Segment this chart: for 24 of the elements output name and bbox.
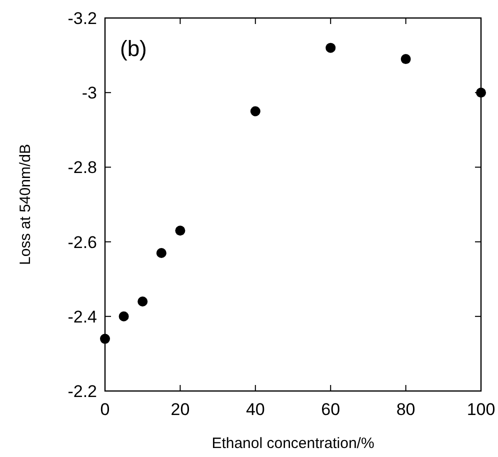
- point: [156, 248, 166, 258]
- x-tick-label: 0: [100, 400, 110, 419]
- y-tick-label: -3: [82, 84, 97, 103]
- annotation: (b): [120, 36, 147, 61]
- point: [175, 226, 186, 236]
- y-tick-label: -2.8: [68, 158, 97, 178]
- y-tick-label: -3.2: [68, 8, 97, 28]
- point: [100, 334, 110, 344]
- y-tick-label: -2.4: [68, 307, 97, 326]
- x-tick-label: 60: [321, 400, 340, 419]
- point: [326, 42, 336, 53]
- x-tick-label: 80: [396, 400, 416, 419]
- x-tick-label: 100: [466, 400, 496, 419]
- point: [476, 88, 486, 98]
- y-tick-label: -2.2: [68, 382, 97, 401]
- x-tick-label: 40: [246, 400, 265, 419]
- point: [138, 296, 148, 306]
- x-tick-label: 20: [170, 400, 190, 419]
- point: [118, 311, 129, 322]
- y-tick-label: -2.6: [68, 232, 97, 252]
- x-axis-title: Ethanol concentration/%: [212, 435, 374, 452]
- y-axis-title: Loss at 540nm/dB: [17, 144, 34, 265]
- point: [400, 54, 411, 64]
- point: [250, 106, 260, 116]
